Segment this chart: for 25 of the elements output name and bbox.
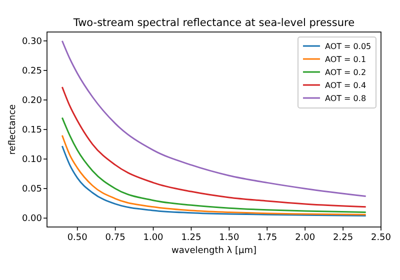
y-axis-title: reflectance: [8, 104, 18, 155]
line-series: [61, 116, 367, 213]
x-tick-label: 0.50: [67, 233, 88, 243]
y-tick-label: 0.15: [22, 126, 42, 136]
x-tick-label: 2.50: [370, 233, 392, 243]
legend-label: AOT = 0.8: [325, 94, 366, 103]
x-tick-label: 2.25: [333, 233, 354, 243]
chart-title: Two-stream spectral reflectance at sea-level pressure: [72, 17, 355, 29]
legend-label: AOT = 0.1: [325, 55, 366, 64]
y-tick-label: 0.25: [22, 66, 42, 76]
y-tick-label: 0.20: [22, 96, 42, 106]
legend-label: AOT = 0.05: [325, 42, 372, 51]
legend-label: AOT = 0.4: [325, 81, 366, 90]
y-tick-label: 0.30: [22, 36, 42, 47]
x-tick-label: 0.75: [105, 233, 126, 243]
x-tick-label: 1.50: [219, 233, 240, 243]
x-tick-label: 2.00: [295, 233, 316, 243]
x-tick-label: 1.75: [257, 233, 278, 243]
legend-label: AOT = 0.2: [325, 68, 366, 77]
x-tick-label: 1.25: [181, 233, 202, 243]
x-tick-label: 1.00: [143, 233, 164, 243]
x-axis-title: wavelength λ [μm]: [172, 246, 256, 256]
y-tick-label: 0.10: [22, 155, 42, 166]
y-tick-label: 0.05: [22, 184, 42, 195]
y-tick-label: 0.00: [22, 214, 42, 224]
